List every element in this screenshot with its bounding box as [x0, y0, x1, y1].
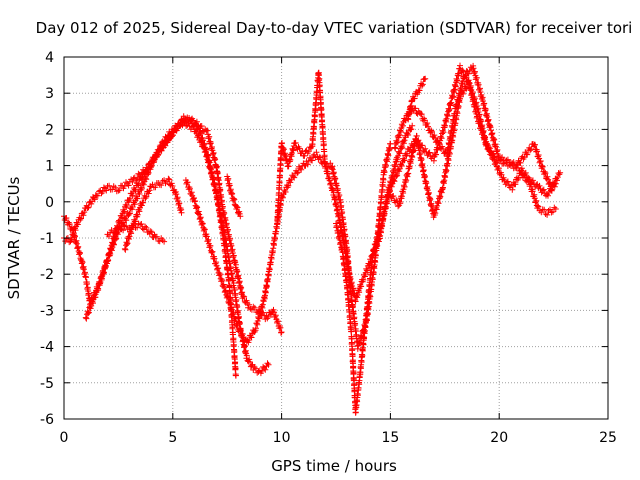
y-tick-label: -1	[40, 231, 54, 247]
x-tick-label: 15	[381, 430, 399, 446]
y-tick-label: -4	[40, 340, 54, 356]
x-tick-label: 25	[599, 430, 617, 446]
chart-title: Day 012 of 2025, Sidereal Day-to-day VTE…	[36, 19, 633, 37]
x-tick-label: 20	[490, 430, 508, 446]
y-axis-label: SDTVAR / TECUs	[5, 176, 23, 299]
y-tick-label: 3	[45, 86, 54, 102]
x-tick-label: 0	[60, 430, 69, 446]
sdtvar-chart: 0 5 10 15 20 25 -6 -5 -4 -3 -2 -1 0 1 2 3 4 Day 012 of 2…	[0, 0, 640, 480]
y-tick-label: 1	[45, 159, 54, 175]
y-tick-label: -6	[40, 412, 54, 428]
x-tick-label: 10	[273, 430, 291, 446]
x-axis-label: GPS time / hours	[271, 457, 397, 475]
chart-background	[0, 0, 640, 480]
y-tick-label: 4	[45, 50, 54, 66]
y-tick-label: -3	[40, 303, 54, 319]
x-tick-label: 5	[168, 430, 177, 446]
y-tick-label: -2	[40, 267, 54, 283]
y-tick-label: 2	[45, 122, 54, 138]
y-tick-label: -5	[40, 376, 54, 392]
y-tick-label: 0	[45, 195, 54, 211]
